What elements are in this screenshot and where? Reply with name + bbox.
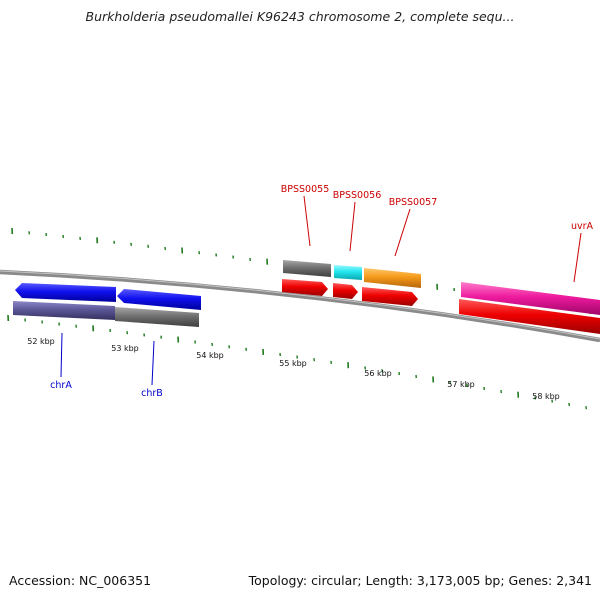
scale-label-56kbp: 56 kbp [364, 369, 392, 378]
scale-label-57kbp: 57 kbp [447, 380, 475, 389]
gene-label-uvrA[interactable]: uvrA [571, 221, 594, 232]
cds-uvrA-bar[interactable] [459, 299, 600, 334]
label-line-bpss0055 [303, 195, 311, 247]
label-line-chrA [60, 332, 63, 378]
map-title: Burkholderia pseudomallei K96243 chromos… [85, 9, 515, 24]
gene-chrB-arrow[interactable] [117, 289, 201, 310]
scale-label-54kbp: 54 kbp [196, 351, 224, 360]
scale-label-52kbp: 52 kbp [27, 337, 55, 346]
label-line-bpss0057 [394, 208, 411, 257]
gene-label-bpss0057[interactable]: BPSS0057 [389, 197, 437, 208]
gene-chrA-arrow[interactable] [15, 283, 116, 302]
label-line-uvrA [573, 232, 582, 283]
scale-label-58kbp: 58 kbp [532, 392, 560, 401]
gene-label-bpss0056[interactable]: BPSS0056 [333, 190, 381, 201]
gene-bpss0056-bar[interactable] [334, 265, 362, 280]
cds-bpss0056-arrow[interactable] [333, 283, 358, 299]
accession-text: Accession: NC_006351 [9, 573, 152, 588]
scale-label-55kbp: 55 kbp [279, 359, 307, 368]
cds-bpss0057-arrow[interactable] [362, 287, 418, 306]
cds-chrB-bar[interactable] [115, 307, 199, 327]
label-line-chrB [151, 340, 155, 386]
gene-uvrA-bar[interactable] [461, 282, 600, 315]
label-line-bpss0056 [349, 201, 356, 252]
gene-label-chrA[interactable]: chrA [50, 380, 72, 391]
gene-bpss0055-bar[interactable] [283, 260, 331, 277]
topology-summary-text: Topology: circular; Length: 3,173,005 bp… [248, 573, 592, 588]
genome-backbone [0, 269, 600, 343]
scale-label-53kbp: 53 kbp [111, 344, 139, 353]
scale-ticks-lower [7, 314, 587, 410]
gene-label-bpss0055[interactable]: BPSS0055 [281, 184, 329, 195]
gene-bpss0057-bar[interactable] [364, 268, 421, 288]
gene-label-chrB[interactable]: chrB [141, 388, 163, 399]
cds-bpss0055-arrow[interactable] [282, 279, 328, 296]
cds-chrA-bar[interactable] [13, 301, 115, 320]
